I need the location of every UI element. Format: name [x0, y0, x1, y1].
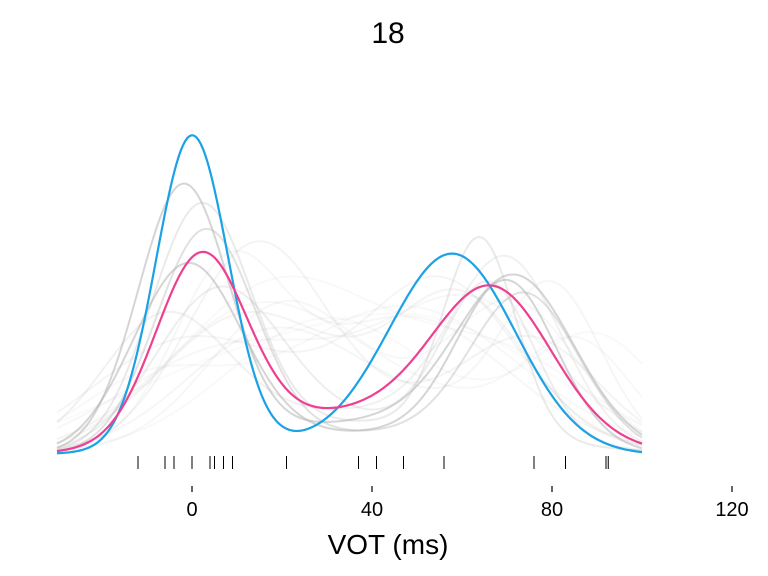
- background-density-curve-12: [56, 293, 643, 433]
- x-tick-label-40: 40: [361, 499, 383, 521]
- x-tick-label-80: 80: [541, 499, 563, 521]
- rug-marks: [137, 456, 609, 469]
- pink-density-curve: [56, 250, 643, 453]
- blue-density-curve: [56, 134, 643, 455]
- background-density-curve-17: [56, 316, 643, 452]
- x-axis-ticks: 0 40 80 120: [186, 486, 749, 521]
- background-density-curve-6: [56, 254, 643, 443]
- background-density-curve-3: [56, 227, 643, 453]
- background-density-curve-9: [56, 275, 643, 446]
- background-density-curve-13: [56, 298, 643, 453]
- background-density-curves: [56, 182, 643, 453]
- background-density-curve-2: [56, 261, 643, 450]
- x-axis-label: VOT (ms): [328, 529, 449, 560]
- background-density-curve-18: [56, 312, 643, 426]
- background-density-curve-14: [56, 301, 643, 440]
- background-density-curve-10: [56, 280, 643, 450]
- background-density-curve-16: [56, 275, 643, 441]
- background-density-curve-1: [56, 182, 643, 449]
- chart-title: 18: [371, 17, 404, 50]
- highlighted-density-curves: [56, 134, 643, 455]
- background-density-curve-4: [56, 201, 643, 452]
- background-density-curve-11: [56, 249, 643, 452]
- background-density-curve-7: [56, 288, 643, 447]
- x-tick-label-0: 0: [186, 499, 197, 521]
- x-tick-label-120: 120: [715, 499, 748, 521]
